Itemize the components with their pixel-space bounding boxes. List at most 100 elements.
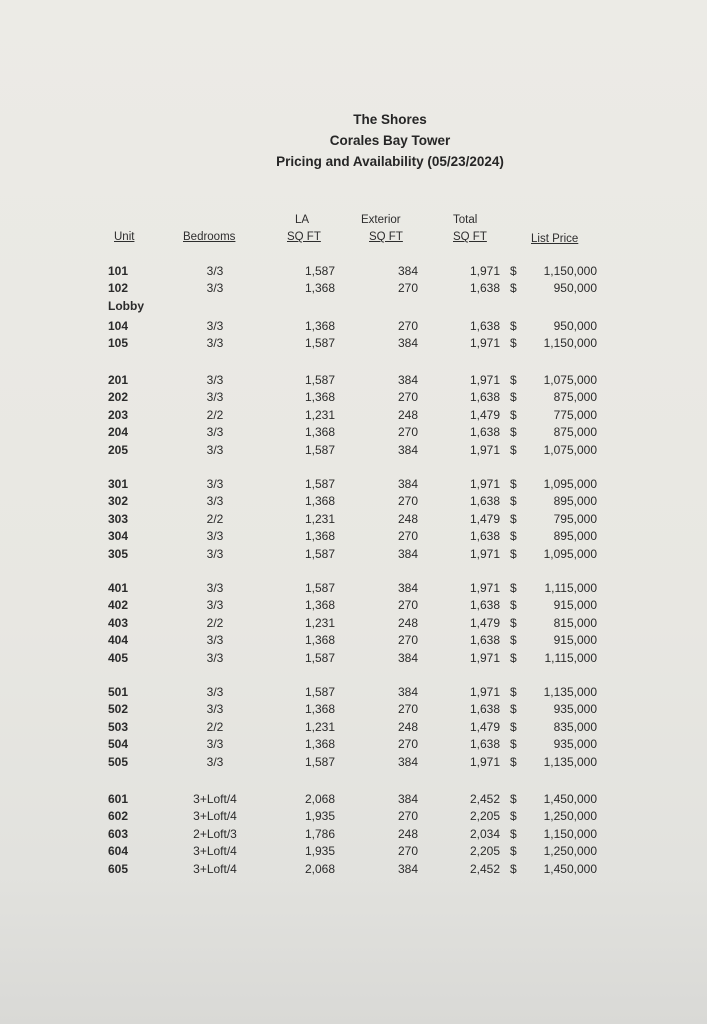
la-sqft-cell: 1,587 <box>304 546 335 561</box>
table-row: 401 3/3 1,587 384 1,971 $1,115,000 <box>0 581 707 598</box>
currency-symbol: $ <box>510 650 517 665</box>
table-row: 603 2+Loft/3 1,786 248 2,034 $1,150,000 <box>0 827 707 844</box>
exterior-sqft-cell: 270 <box>397 702 418 717</box>
list-price-cell: 895,000 <box>553 494 597 509</box>
exterior-sqft-cell: 270 <box>397 598 418 613</box>
currency-symbol: $ <box>510 844 517 859</box>
header-la-top: LA <box>295 214 310 226</box>
table-row: 202 3/3 1,368 270 1,638 $875,000 <box>0 390 707 407</box>
currency-symbol: $ <box>510 598 517 613</box>
la-sqft-cell: 1,935 <box>304 844 335 859</box>
total-sqft-cell: 1,638 <box>469 390 500 405</box>
bedrooms-cell: 3/3 <box>206 529 224 544</box>
unit-cell: 604 <box>108 844 129 859</box>
la-sqft-cell: 1,368 <box>304 529 335 544</box>
total-sqft-cell: 1,638 <box>469 737 500 752</box>
total-sqft-cell: 1,638 <box>469 281 500 296</box>
la-sqft-cell: 1,368 <box>304 318 335 333</box>
currency-symbol: $ <box>510 546 517 561</box>
currency-symbol: $ <box>510 318 517 333</box>
total-sqft-cell: 1,638 <box>469 529 500 544</box>
currency-symbol: $ <box>510 737 517 752</box>
la-sqft-cell: 1,587 <box>304 685 335 699</box>
exterior-sqft-cell: 248 <box>397 826 418 841</box>
unit-cell: 405 <box>108 650 129 665</box>
list-price-cell: 1,250,000 <box>543 809 597 824</box>
unit-cell: 201 <box>108 373 129 387</box>
total-sqft-cell: 2,034 <box>469 826 500 841</box>
table-row: 201 3/3 1,587 384 1,971 $1,075,000 <box>0 373 707 390</box>
exterior-sqft-cell: 248 <box>397 511 418 526</box>
list-price-cell: 1,250,000 <box>543 844 597 859</box>
unit-cell: 101 <box>108 264 129 278</box>
bedrooms-cell: 3+Loft/4 <box>193 844 237 859</box>
unit-cell: 202 <box>108 390 129 405</box>
unit-cell: Lobby <box>108 298 144 313</box>
bedrooms-cell: 2/2 <box>206 511 224 526</box>
total-sqft-cell: 2,205 <box>469 844 500 859</box>
table-row: 105 3/3 1,587 384 1,971 $1,150,000 <box>0 336 707 353</box>
unit-cell: 303 <box>108 511 129 526</box>
exterior-sqft-cell: 248 <box>397 407 418 422</box>
unit-cell: 401 <box>108 581 129 595</box>
exterior-sqft-cell: 270 <box>397 529 418 544</box>
bedrooms-cell: 3+Loft/4 <box>193 792 237 806</box>
unit-cell: 203 <box>108 407 129 422</box>
list-price-cell: 915,000 <box>553 633 597 648</box>
la-sqft-cell: 1,587 <box>304 581 335 595</box>
exterior-sqft-cell: 270 <box>397 494 418 509</box>
la-sqft-cell: 1,368 <box>304 702 335 717</box>
unit-cell: 505 <box>108 754 129 769</box>
table-row: 304 3/3 1,368 270 1,638 $895,000 <box>0 529 707 546</box>
unit-cell: 402 <box>108 598 129 613</box>
total-sqft-cell: 1,971 <box>469 264 500 278</box>
total-sqft-cell: 1,971 <box>469 685 500 699</box>
table-row: 104 3/3 1,368 270 1,638 $950,000 <box>0 319 707 336</box>
exterior-sqft-cell: 270 <box>397 390 418 405</box>
bedrooms-cell: 3/3 <box>206 477 224 491</box>
table-row: 502 3/3 1,368 270 1,638 $935,000 <box>0 702 707 719</box>
unit-cell: 603 <box>108 826 129 841</box>
list-price-cell: 1,075,000 <box>543 442 597 457</box>
bedrooms-cell: 3/3 <box>206 702 224 717</box>
exterior-sqft-cell: 384 <box>397 546 418 561</box>
unit-cell: 105 <box>108 336 129 351</box>
exterior-sqft-cell: 384 <box>397 581 418 595</box>
unit-cell: 302 <box>108 494 129 509</box>
currency-symbol: $ <box>510 792 517 806</box>
header-unit: Unit <box>114 231 135 243</box>
list-price-cell: 815,000 <box>553 615 597 630</box>
header-total-bottom: SQ FT <box>453 231 487 243</box>
currency-symbol: $ <box>510 685 517 699</box>
exterior-sqft-cell: 270 <box>397 809 418 824</box>
bedrooms-cell: 2+Loft/3 <box>193 826 237 841</box>
currency-symbol: $ <box>510 425 517 440</box>
header-exterior-bottom: SQ FT <box>369 231 403 243</box>
unit-cell: 204 <box>108 425 129 440</box>
list-price-cell: 1,450,000 <box>543 861 597 876</box>
currency-symbol: $ <box>510 511 517 526</box>
total-sqft-cell: 1,971 <box>469 754 500 769</box>
exterior-sqft-cell: 270 <box>397 318 418 333</box>
bedrooms-cell: 3/3 <box>206 737 224 752</box>
la-sqft-cell: 1,368 <box>304 494 335 509</box>
exterior-sqft-cell: 248 <box>397 719 418 734</box>
title-building: Corales Bay Tower <box>329 133 451 148</box>
total-sqft-cell: 1,638 <box>469 425 500 440</box>
list-price-cell: 935,000 <box>553 737 597 752</box>
table-row: 302 3/3 1,368 270 1,638 $895,000 <box>0 494 707 511</box>
total-sqft-cell: 1,971 <box>469 373 500 387</box>
total-sqft-cell: 1,638 <box>469 598 500 613</box>
unit-cell: 605 <box>108 861 129 876</box>
currency-symbol: $ <box>510 754 517 769</box>
exterior-sqft-cell: 384 <box>397 477 418 491</box>
unit-cell: 102 <box>108 281 129 296</box>
bedrooms-cell: 3/3 <box>206 685 224 699</box>
exterior-sqft-cell: 384 <box>397 754 418 769</box>
header-exterior-top: Exterior <box>361 214 401 226</box>
table-row: 605 3+Loft/4 2,068 384 2,452 $1,450,000 <box>0 862 707 879</box>
bedrooms-cell: 2/2 <box>206 615 224 630</box>
total-sqft-cell: 1,971 <box>469 442 500 457</box>
table-row: 504 3/3 1,368 270 1,638 $935,000 <box>0 737 707 754</box>
table-row: 601 3+Loft/4 2,068 384 2,452 $1,450,000 <box>0 792 707 809</box>
